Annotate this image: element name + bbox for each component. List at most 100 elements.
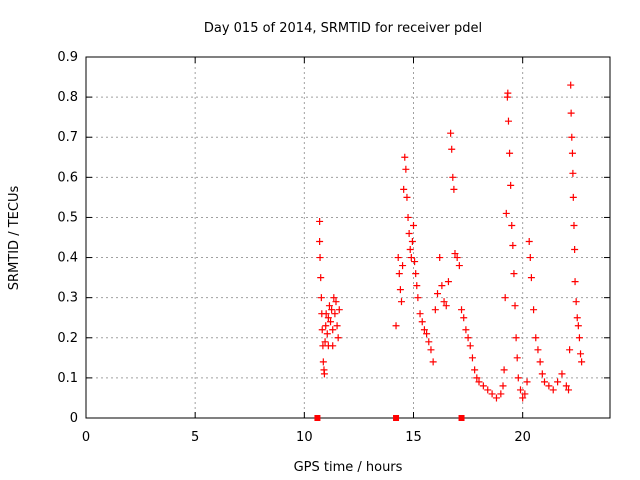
data-point [568, 133, 576, 141]
data-point [335, 306, 343, 314]
data-point [396, 286, 404, 294]
data-point [511, 302, 519, 310]
data-point [429, 358, 437, 366]
data-point [408, 238, 416, 246]
data-point [527, 274, 535, 282]
data-point [423, 330, 431, 338]
data-point [450, 185, 458, 193]
data-point [460, 314, 468, 322]
y-tick-label: 0.5 [57, 210, 78, 225]
data-point [572, 298, 580, 306]
data-point [562, 382, 570, 390]
data-point [502, 209, 510, 217]
data-point [492, 394, 500, 402]
data-point [392, 322, 400, 330]
data-point [444, 278, 452, 286]
data-point [570, 221, 578, 229]
data-point [413, 282, 421, 290]
data-points [314, 81, 586, 421]
data-point [331, 310, 339, 318]
data-point [329, 326, 337, 334]
data-point [407, 254, 415, 262]
data-point [569, 193, 577, 201]
data-point [329, 342, 337, 350]
data-point [541, 378, 548, 386]
data-point [410, 221, 417, 229]
data-point [497, 390, 505, 398]
data-point [405, 229, 413, 237]
y-tick-label: 0 [70, 411, 78, 426]
data-point [401, 153, 409, 161]
data-point [501, 294, 509, 302]
data-point [471, 366, 479, 374]
grid-lines [86, 57, 610, 418]
data-point [573, 314, 581, 322]
data-point [316, 217, 324, 225]
y-axis-label: SRMTID / TECUs [7, 186, 22, 291]
data-point [449, 173, 457, 181]
data-point [316, 254, 324, 262]
data-point [414, 294, 422, 302]
data-point [404, 213, 412, 221]
data-point [320, 370, 328, 378]
data-point [558, 370, 566, 378]
y-tick-label: 0.8 [57, 90, 78, 105]
data-point [406, 246, 414, 254]
data-point [325, 302, 333, 310]
x-axis-label: GPS time / hours [294, 460, 403, 475]
data-point [425, 338, 433, 346]
data-point [504, 117, 512, 125]
data-point [523, 378, 531, 386]
data-point [464, 334, 472, 342]
data-point [327, 318, 335, 326]
data-point [317, 274, 325, 282]
data-point [400, 185, 408, 193]
data-point [554, 378, 562, 386]
data-point [328, 306, 336, 314]
x-tick-label: 10 [296, 430, 313, 445]
data-point [427, 346, 435, 354]
data-point [333, 322, 341, 330]
data-point [488, 390, 496, 398]
data-point [455, 262, 463, 270]
data-point [323, 330, 331, 338]
data-point [399, 262, 407, 270]
data-point [577, 350, 585, 358]
data-point [458, 306, 466, 314]
data-point [534, 346, 542, 354]
data-point [567, 109, 575, 117]
data-point [330, 294, 338, 302]
data-point [516, 386, 524, 394]
x-tick-label: 5 [191, 430, 199, 445]
data-point [438, 282, 446, 290]
data-point [321, 338, 329, 346]
y-tick-label: 0.4 [57, 251, 78, 266]
gap-marker [393, 415, 400, 421]
data-point [442, 302, 450, 310]
data-point [448, 145, 456, 153]
data-point [526, 254, 534, 262]
data-point [512, 334, 520, 342]
data-point [499, 382, 507, 390]
data-point [466, 342, 474, 350]
data-point [513, 354, 521, 362]
data-point [394, 254, 402, 262]
data-point [324, 314, 332, 322]
data-point [418, 318, 426, 326]
y-tick-label: 0.6 [57, 170, 78, 185]
data-point [447, 129, 455, 137]
data-point [416, 310, 424, 318]
data-point [521, 390, 529, 398]
data-point [525, 238, 533, 246]
data-point [451, 250, 459, 258]
data-point [475, 378, 483, 386]
gap-marker [458, 415, 465, 421]
data-point [412, 270, 420, 278]
data-point [504, 89, 512, 97]
data-point [484, 386, 492, 394]
data-point [567, 81, 575, 89]
data-point [434, 290, 442, 298]
data-point [545, 382, 553, 390]
y-tick-label: 0.9 [57, 50, 78, 65]
